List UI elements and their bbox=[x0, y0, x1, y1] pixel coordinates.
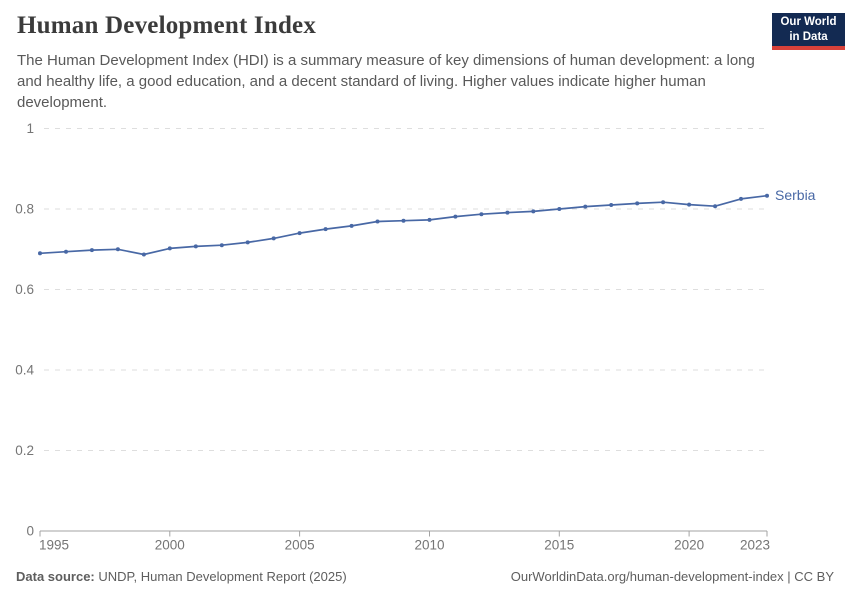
data-point-2004[interactable] bbox=[271, 236, 276, 241]
logo-line1: Our World bbox=[780, 16, 837, 29]
data-point-1999[interactable] bbox=[141, 252, 146, 257]
serbia-line[interactable] bbox=[39, 194, 768, 256]
data-point-2021[interactable] bbox=[713, 204, 718, 209]
data-point-2014[interactable] bbox=[531, 209, 536, 214]
x-tick-label-2023: 2023 bbox=[740, 538, 770, 553]
x-tick-label-1995: 1995 bbox=[39, 538, 69, 553]
data-point-2015[interactable] bbox=[557, 207, 562, 211]
data-point-2017[interactable] bbox=[609, 203, 614, 207]
data-source-label: Data source: bbox=[16, 569, 95, 584]
chart-title: Human Development Index bbox=[17, 12, 317, 39]
data-point-2020[interactable] bbox=[687, 202, 692, 207]
data-point-2001[interactable] bbox=[193, 244, 198, 249]
data-point-2005[interactable] bbox=[297, 231, 302, 236]
chart-footer: Data source: UNDP, Human Development Rep… bbox=[16, 569, 834, 584]
logo-line2: in Data bbox=[789, 30, 828, 43]
data-point-2023[interactable] bbox=[765, 193, 769, 198]
y-tick-label-0: 0 bbox=[26, 524, 34, 539]
y-tick-label-0.4: 0.4 bbox=[15, 363, 34, 378]
data-source: Data source: UNDP, Human Development Rep… bbox=[16, 569, 347, 584]
y-tick-label-0.8: 0.8 bbox=[15, 202, 34, 217]
data-point-2007[interactable] bbox=[349, 223, 354, 228]
x-tick-label-2020: 2020 bbox=[674, 538, 704, 553]
y-tick-label-1: 1 bbox=[26, 121, 34, 136]
attribution-link[interactable]: OurWorldinData.org/human-development-ind… bbox=[510, 569, 834, 584]
data-point-2000[interactable] bbox=[167, 246, 172, 251]
x-tick-label-2000: 2000 bbox=[155, 538, 185, 553]
data-point-2013[interactable] bbox=[505, 210, 510, 215]
data-point-2022[interactable] bbox=[739, 196, 743, 201]
x-tick-label-2015: 2015 bbox=[544, 538, 574, 553]
y-tick-label-0.6: 0.6 bbox=[15, 282, 34, 297]
data-point-1996[interactable] bbox=[64, 249, 68, 254]
data-point-2009[interactable] bbox=[401, 218, 406, 223]
y-tick-label-0.2: 0.2 bbox=[15, 443, 34, 458]
data-point-2012[interactable] bbox=[479, 212, 484, 217]
line-chart[interactable]: 0 0.2 0.4 0.6 0.8 1 1995 2000 2005 2010 2015 2020 20… bbox=[0, 110, 850, 560]
data-point-1995[interactable] bbox=[38, 251, 42, 256]
data-point-2006[interactable] bbox=[323, 227, 328, 232]
data-point-2011[interactable] bbox=[453, 214, 458, 219]
data-point-2019[interactable] bbox=[661, 200, 666, 205]
data-point-2008[interactable] bbox=[375, 219, 380, 224]
x-tick-label-2010: 2010 bbox=[414, 538, 444, 553]
data-point-1998[interactable] bbox=[115, 247, 120, 252]
data-point-2003[interactable] bbox=[245, 240, 250, 245]
chart-subtitle: The Human Development Index (HDI) is a s… bbox=[17, 52, 755, 111]
x-tick-label-2005: 2005 bbox=[285, 538, 315, 553]
data-point-2010[interactable] bbox=[427, 217, 432, 222]
owid-logo[interactable]: Our World in Data bbox=[772, 13, 845, 50]
data-point-2018[interactable] bbox=[635, 201, 640, 206]
data-point-2016[interactable] bbox=[583, 204, 588, 209]
data-point-2002[interactable] bbox=[219, 243, 224, 248]
data-point-1997[interactable] bbox=[89, 248, 94, 253]
series-label-serbia[interactable]: Serbia bbox=[775, 187, 816, 203]
data-source-text: UNDP, Human Development Report (2025) bbox=[94, 569, 347, 584]
